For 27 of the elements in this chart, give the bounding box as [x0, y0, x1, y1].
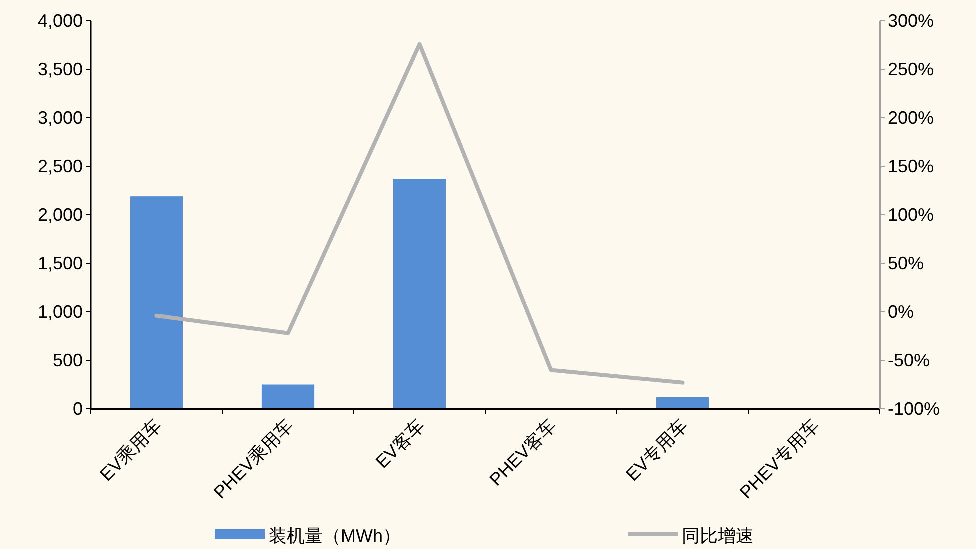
- y2-tick-label: 0%: [888, 302, 914, 322]
- y-tick-label: 3,500: [38, 60, 83, 80]
- y2-tick-label: 150%: [888, 156, 934, 176]
- bar: [130, 196, 184, 409]
- legend-label: 装机量（MWh）: [269, 526, 401, 546]
- y-tick-label: 1,500: [38, 254, 83, 274]
- y2-tick-label: 200%: [888, 108, 934, 128]
- x-tick-label: EV专用车: [622, 416, 692, 485]
- y2-tick-label: -100%: [888, 399, 940, 419]
- y-tick-label: 2,500: [38, 156, 83, 176]
- y2-tick-label: 100%: [888, 205, 934, 225]
- y-tick-label: 2,000: [38, 205, 83, 225]
- y2-tick-label: 300%: [888, 11, 934, 31]
- x-tick-label: EV乘用车: [96, 416, 166, 485]
- y2-tick-label: -50%: [888, 350, 930, 370]
- y2-tick-label: 50%: [888, 254, 924, 274]
- y-tick-label: 500: [52, 350, 83, 370]
- legend-label: 同比增速: [682, 526, 754, 546]
- y-tick-label: 0: [72, 399, 83, 419]
- bar: [656, 397, 710, 409]
- y-tick-label: 3,000: [38, 108, 83, 128]
- bar: [262, 384, 315, 409]
- y2-tick-label: 250%: [888, 60, 934, 80]
- bar: [393, 179, 446, 409]
- x-tick-label: EV客车: [372, 416, 429, 472]
- y-tick-label: 4,000: [38, 11, 83, 31]
- y-tick-label: 1,000: [38, 302, 83, 322]
